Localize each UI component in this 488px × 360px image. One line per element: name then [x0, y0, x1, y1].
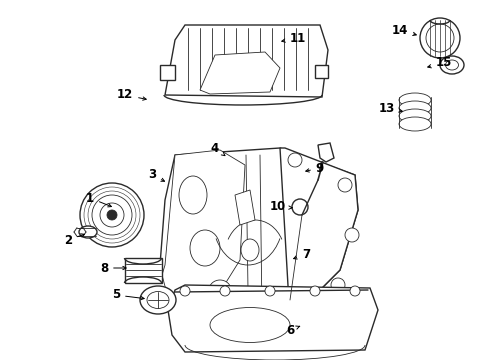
Text: 4: 4	[210, 141, 224, 156]
Text: 9: 9	[305, 162, 324, 175]
Circle shape	[345, 228, 358, 242]
Circle shape	[287, 153, 302, 167]
Polygon shape	[317, 143, 333, 162]
Ellipse shape	[179, 176, 206, 214]
Polygon shape	[158, 148, 357, 325]
Text: 12: 12	[117, 89, 146, 102]
Ellipse shape	[439, 56, 463, 74]
Text: 10: 10	[269, 201, 292, 213]
Ellipse shape	[241, 239, 259, 261]
Text: 13: 13	[378, 102, 402, 114]
Circle shape	[330, 278, 345, 292]
Ellipse shape	[208, 280, 230, 300]
Polygon shape	[280, 148, 357, 320]
Text: 2: 2	[64, 234, 84, 247]
Circle shape	[107, 210, 117, 220]
Text: 8: 8	[100, 261, 126, 274]
Polygon shape	[162, 150, 244, 305]
Polygon shape	[314, 65, 327, 78]
Polygon shape	[160, 65, 175, 80]
Ellipse shape	[398, 93, 430, 107]
Ellipse shape	[79, 226, 97, 238]
Circle shape	[220, 286, 229, 296]
Polygon shape	[164, 25, 327, 97]
Text: 14: 14	[391, 23, 415, 36]
Ellipse shape	[398, 101, 430, 115]
Text: 6: 6	[285, 324, 299, 337]
Circle shape	[349, 286, 359, 296]
Text: 7: 7	[293, 248, 309, 261]
Circle shape	[100, 203, 124, 227]
Ellipse shape	[140, 286, 176, 314]
Circle shape	[292, 308, 306, 322]
Ellipse shape	[398, 117, 430, 131]
Circle shape	[309, 286, 319, 296]
Text: 3: 3	[148, 168, 164, 181]
Ellipse shape	[147, 292, 169, 309]
Ellipse shape	[398, 109, 430, 123]
Circle shape	[80, 183, 143, 247]
Circle shape	[92, 195, 132, 235]
Polygon shape	[235, 190, 254, 225]
Text: 1: 1	[86, 192, 111, 207]
Circle shape	[264, 286, 274, 296]
Circle shape	[180, 286, 190, 296]
Polygon shape	[168, 285, 377, 352]
Text: 11: 11	[281, 31, 305, 45]
Ellipse shape	[445, 60, 458, 70]
Circle shape	[425, 24, 453, 52]
Circle shape	[291, 199, 307, 215]
Text: 5: 5	[112, 288, 144, 302]
Circle shape	[419, 18, 459, 58]
Polygon shape	[125, 258, 162, 283]
Ellipse shape	[190, 230, 220, 266]
Circle shape	[337, 178, 351, 192]
Polygon shape	[200, 52, 280, 94]
Ellipse shape	[209, 307, 289, 342]
Text: 15: 15	[427, 57, 451, 69]
